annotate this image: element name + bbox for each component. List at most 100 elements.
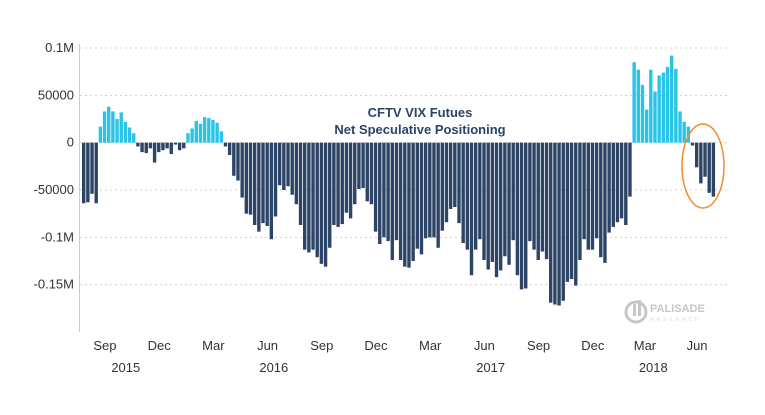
logo-sub: RESEARCH (650, 317, 702, 323)
bar (661, 72, 666, 143)
bar (357, 142, 361, 190)
bar (690, 142, 695, 146)
bar (653, 91, 657, 143)
bar (607, 142, 611, 233)
bar (169, 142, 173, 155)
bar (511, 142, 515, 241)
bar (215, 122, 219, 143)
bar (473, 142, 478, 250)
logo-name: PALISADE (650, 303, 705, 315)
bar (223, 142, 228, 147)
x-tick-label: Dec (364, 338, 388, 353)
bar (711, 142, 716, 197)
bar (678, 111, 682, 143)
bar (307, 142, 311, 253)
bar (632, 62, 636, 143)
bar (561, 142, 565, 301)
bar (328, 142, 332, 248)
bar (411, 142, 415, 261)
x-year-label: 2017 (476, 360, 505, 375)
bar (532, 142, 536, 250)
palisade-logo: PALISADE RESEARCH (624, 300, 705, 324)
y-tick-label: 50000 (38, 87, 74, 102)
bar (136, 142, 140, 147)
bar (499, 142, 503, 271)
bar (207, 118, 211, 143)
bar (461, 142, 465, 244)
bar (594, 142, 599, 239)
bar (386, 142, 390, 242)
bar (407, 142, 411, 268)
bar (244, 142, 249, 214)
bar (524, 142, 528, 289)
bar (198, 123, 203, 143)
bar (390, 142, 394, 261)
bar (269, 142, 274, 240)
x-tick-label: Sep (93, 338, 116, 353)
bar (277, 142, 282, 186)
x-tick-label: Jun (687, 338, 708, 353)
bar (669, 55, 674, 143)
bar (261, 142, 265, 224)
bar (457, 142, 461, 224)
bar (544, 142, 549, 260)
bar (336, 142, 340, 227)
bar (574, 142, 578, 286)
bar (565, 142, 570, 282)
bar (465, 142, 470, 250)
bar (161, 142, 165, 151)
bar (211, 119, 215, 143)
bar (640, 84, 645, 143)
y-tick-label: -50000 (34, 182, 74, 197)
bar (507, 142, 511, 265)
bar (657, 75, 661, 143)
x-tick-label: Jun (257, 338, 278, 353)
bar (290, 142, 294, 195)
bar (423, 142, 428, 239)
bar (644, 109, 649, 143)
x-year-label: 2016 (259, 360, 288, 375)
y-tick-label: -0.15M (34, 277, 74, 292)
bar (90, 142, 94, 194)
bar (107, 106, 111, 143)
bar (157, 142, 161, 153)
bar (553, 142, 557, 305)
bar (382, 142, 386, 238)
bar (282, 142, 286, 190)
bar (703, 142, 707, 177)
bar (569, 142, 574, 279)
x-tick-label: Dec (148, 338, 172, 353)
x-tick-label: Jun (474, 338, 495, 353)
bar (694, 142, 699, 168)
bar (219, 131, 224, 143)
bar (444, 142, 449, 223)
bar (98, 126, 103, 143)
bar (432, 142, 436, 238)
bar (682, 121, 686, 143)
bar (536, 142, 540, 261)
bar (490, 142, 495, 262)
bar (353, 142, 357, 205)
bar (298, 142, 303, 226)
bar (586, 142, 590, 250)
bar (173, 142, 178, 145)
bar (494, 142, 499, 278)
bar (373, 142, 378, 232)
bar (102, 111, 107, 143)
bar (144, 142, 148, 154)
bar (599, 142, 603, 258)
x-tick-label: Dec (581, 338, 605, 353)
bar (636, 69, 641, 143)
bar (590, 142, 595, 250)
bar (344, 142, 349, 213)
bar (148, 142, 153, 149)
bar (94, 142, 98, 204)
highlight-ellipse (681, 123, 725, 209)
bar (394, 142, 399, 241)
y-tick-label: 0 (67, 135, 74, 150)
bar (140, 142, 144, 153)
bar (478, 142, 482, 240)
bar (665, 66, 670, 143)
